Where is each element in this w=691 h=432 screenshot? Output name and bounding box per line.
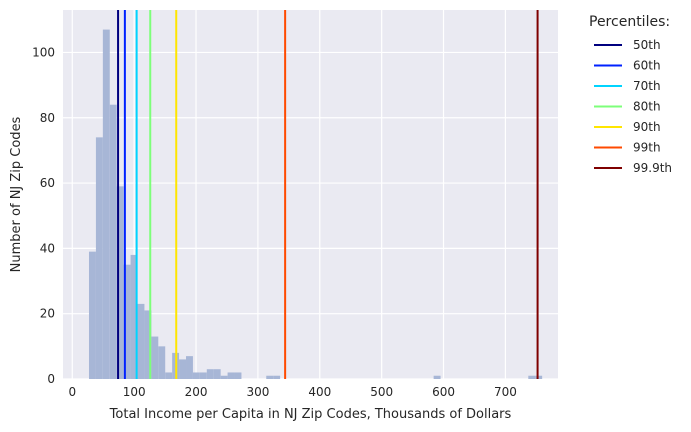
histogram-bar [102,29,110,379]
x-tick-label: 200 [185,385,208,399]
histogram-bar [227,372,235,379]
legend-entry-label: 70th [633,79,661,93]
histogram-bar [137,303,145,379]
histogram-bar [192,372,200,379]
histogram-bar [123,264,131,379]
histogram-bar [535,375,543,379]
legend-entry-label: 80th [633,100,661,114]
histogram-bar [109,104,117,380]
histogram-bar [273,375,281,379]
histogram-bar [528,375,536,379]
histogram-bar [116,186,124,379]
histogram-bar [179,359,187,379]
legend-entry-label: 99th [633,141,661,155]
x-tick-label: 100 [123,385,146,399]
legend-entry-label: 50th [633,38,661,52]
histogram-bar [88,251,96,379]
histogram-bars [88,29,543,380]
histogram-bar [234,372,242,379]
histogram-bar [165,372,173,379]
legend-entry-label: 99.9th [633,161,672,175]
histogram-bar [220,375,228,379]
x-tick-label: 400 [308,385,331,399]
y-tick-label: 100 [32,45,55,59]
y-tick-label: 40 [40,241,55,255]
y-tick-label: 0 [47,372,55,386]
histogram-bar [186,356,193,379]
histogram-bar [95,137,103,379]
y-tick-labels: 0 20 40 60 80 100 [32,45,55,386]
x-tick-labels: 0 100 200 300 400 500 600 700 [68,385,516,399]
histogram-bar [144,310,152,379]
legend-entry-label: 60th [633,59,661,73]
legend-title: Percentiles: [589,14,670,30]
histogram-bar [158,346,166,379]
y-tick-label: 60 [40,176,55,190]
x-tick-label: 0 [68,385,76,399]
x-tick-label: 300 [246,385,269,399]
y-tick-label: 20 [40,307,55,321]
x-tick-label: 500 [370,385,393,399]
legend-entry-label: 90th [633,120,661,134]
histogram-bar [151,336,159,379]
x-axis-label: Total Income per Capita in NJ Zip Codes,… [109,407,512,422]
histogram-bar [266,375,274,379]
x-tick-label: 700 [494,385,517,399]
x-tick-label: 600 [432,385,455,399]
legend: Percentiles: 50th 60th 70th 80th 90th 99th 99.… [589,14,672,175]
y-tick-label: 80 [40,111,55,125]
y-axis-label: Number of NJ Zip Codes [9,116,24,272]
histogram-bar [206,369,214,379]
histogram-bar [130,254,138,379]
histogram-bar [213,369,221,379]
histogram-bar [433,375,441,379]
histogram-bar [199,372,207,379]
percentile-lines [117,10,539,379]
